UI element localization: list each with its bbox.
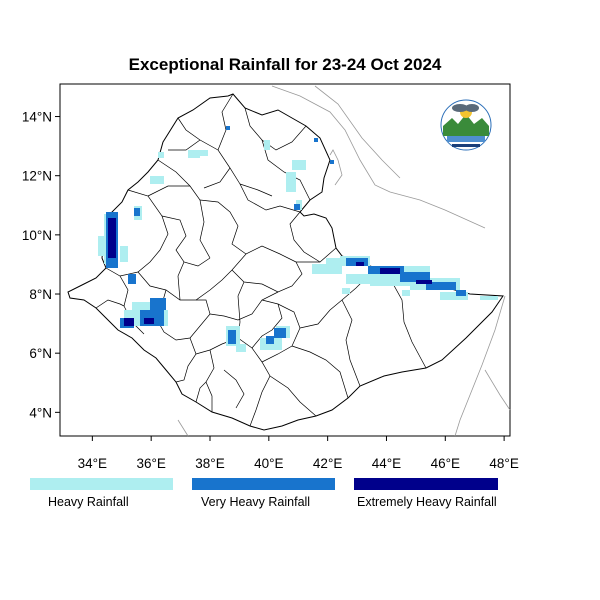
- lon-tick-label: 46°E: [431, 456, 460, 471]
- lat-tick-label: 12°N: [22, 169, 52, 184]
- legend-label-heavy: Heavy Rainfall: [48, 495, 129, 509]
- lat-tick-label: 10°N: [22, 228, 52, 243]
- lon-tick-label: 48°E: [489, 456, 518, 471]
- lon-tick-label: 36°E: [136, 456, 165, 471]
- legend-label-very-heavy: Very Heavy Rainfall: [201, 495, 311, 509]
- legend-swatch-heavy: [30, 478, 173, 490]
- lon-tick-label: 34°E: [78, 456, 107, 471]
- lat-tick-label: 14°N: [22, 110, 52, 125]
- map-frame: [59, 83, 511, 437]
- lat-tick-marks: [55, 116, 60, 413]
- admin-boundaries: [95, 93, 427, 427]
- extremely-heavy-rainfall-areas: [108, 218, 432, 326]
- lon-tick-labels: 34°E 36°E 38°E 40°E 42°E 44°E 46°E 48°E: [78, 456, 519, 471]
- map-title: Exceptional Rainfall for 23-24 Oct 2024: [128, 55, 442, 74]
- legend-swatch-very-heavy: [192, 478, 335, 490]
- meteorology-institute-logo: [440, 99, 492, 151]
- legend-label-extremely-heavy: Extremely Heavy Rainfall: [357, 495, 497, 509]
- lon-tick-label: 40°E: [254, 456, 283, 471]
- lat-tick-labels: 14°N 12°N 10°N 8°N 6°N 4°N: [22, 110, 52, 421]
- legend-swatch-extremely-heavy: [354, 478, 498, 490]
- lat-tick-label: 8°N: [29, 287, 52, 302]
- neighbor-borders: [177, 85, 511, 437]
- lat-tick-label: 6°N: [29, 346, 52, 361]
- lon-tick-label: 38°E: [195, 456, 224, 471]
- lon-tick-label: 42°E: [313, 456, 342, 471]
- lat-tick-label: 4°N: [29, 405, 52, 420]
- lon-tick-marks: [91, 436, 505, 441]
- lon-tick-label: 44°E: [372, 456, 401, 471]
